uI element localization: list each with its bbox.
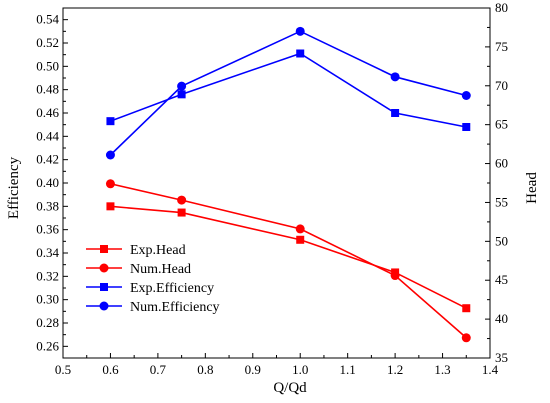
data-point [177, 81, 187, 91]
y-right-tick-label: 55 [495, 194, 508, 209]
y-left-tick-label: 0.28 [36, 315, 59, 330]
legend: Exp.Head Num.Head Exp.Efficiency Num.Effici… [86, 243, 220, 315]
y-left-tick-label: 0.48 [36, 82, 59, 97]
y-left-tick-label: 0.34 [36, 245, 59, 260]
x-tick-label: 0.8 [197, 362, 213, 377]
y-left-tick-label: 0.50 [36, 58, 59, 73]
x-tick-label: 0.6 [102, 362, 119, 377]
legend-marker [100, 283, 108, 291]
data-point [390, 271, 400, 281]
data-point [296, 235, 305, 244]
y-right-tick-label: 50 [495, 233, 508, 248]
data-point [295, 26, 305, 36]
data-point [296, 49, 305, 58]
data-point [462, 123, 471, 131]
y-left-tick-label: 0.44 [36, 128, 59, 143]
y-left-tick-label: 0.42 [36, 152, 59, 167]
data-point [390, 72, 400, 82]
data-point [105, 179, 115, 189]
legend-marker [99, 301, 109, 311]
y-left-tick-label: 0.38 [36, 198, 59, 213]
series-num-head [105, 179, 471, 343]
y-left-tick-label: 0.40 [36, 175, 59, 190]
legend-label: Num.Head [130, 262, 191, 277]
x-tick-label: 1.1 [340, 362, 356, 377]
y-left-tick-label: 0.46 [36, 105, 59, 120]
series-num-efficiency [105, 26, 471, 160]
x-tick-label: 1.3 [434, 362, 450, 377]
data-point [295, 224, 305, 234]
series-layer [105, 26, 471, 343]
data-point [391, 109, 400, 117]
y-left-tick-label: 0.30 [36, 292, 59, 307]
y-axis-right-title: Head [524, 172, 540, 204]
y-left-tick-label: 0.36 [36, 222, 59, 237]
data-point [177, 208, 186, 217]
y-right-tick-label: 65 [495, 117, 508, 132]
data-point [461, 91, 471, 100]
x-tick-label: 0.5 [55, 362, 71, 377]
x-tick-label: 1.4 [482, 362, 499, 377]
x-tick-label: 0.7 [150, 362, 167, 377]
legend-label: Exp.Head [130, 243, 186, 258]
data-point [461, 333, 471, 343]
y-right-tick-label: 75 [495, 39, 508, 54]
y-left-tick-label: 0.54 [36, 12, 59, 27]
data-point [462, 304, 471, 313]
y-right-tick-label: 70 [495, 78, 508, 93]
x-tick-label: 1.2 [387, 362, 403, 377]
y-right-tick-label: 45 [495, 272, 508, 287]
y-axis-left-title: Efficiency [6, 156, 22, 219]
legend-label: Exp.Efficiency [130, 281, 214, 296]
data-point [177, 195, 187, 205]
axes [62, 7, 491, 359]
x-tick-label: 1.0 [292, 362, 308, 377]
data-point [177, 90, 186, 99]
ticks: 0.5 0.6 0.7 0.8 0.9 1.0 1.1 1.2 1.3 1.4 0.26 0.28 0.… [36, 0, 508, 377]
series-line [109, 30, 467, 156]
series-exp-efficiency [106, 49, 471, 131]
y-left-tick-label: 0.26 [36, 338, 59, 353]
data-point [105, 150, 115, 160]
data-point [106, 117, 115, 126]
legend-item: Num.Head [86, 262, 191, 277]
legend-item: Exp.Head [86, 243, 186, 258]
y-right-tick-label: 80 [495, 0, 508, 15]
legend-marker [100, 245, 108, 253]
y-right-tick-label: 40 [495, 311, 508, 326]
y-left-tick-label: 0.32 [36, 268, 59, 283]
x-tick-label: 0.9 [245, 362, 261, 377]
legend-item: Exp.Efficiency [86, 281, 214, 296]
legend-item: Num.Efficiency [86, 300, 220, 315]
series-line [110, 52, 467, 128]
y-right-tick-label: 60 [495, 156, 508, 171]
x-axis-title: Q/Qd [273, 380, 307, 396]
data-point [106, 202, 115, 211]
y-right-tick-label: 35 [495, 350, 508, 365]
legend-marker [99, 263, 109, 273]
legend-label: Num.Efficiency [130, 300, 220, 315]
plot-frame [62, 7, 491, 359]
y-left-tick-label: 0.52 [36, 35, 59, 50]
